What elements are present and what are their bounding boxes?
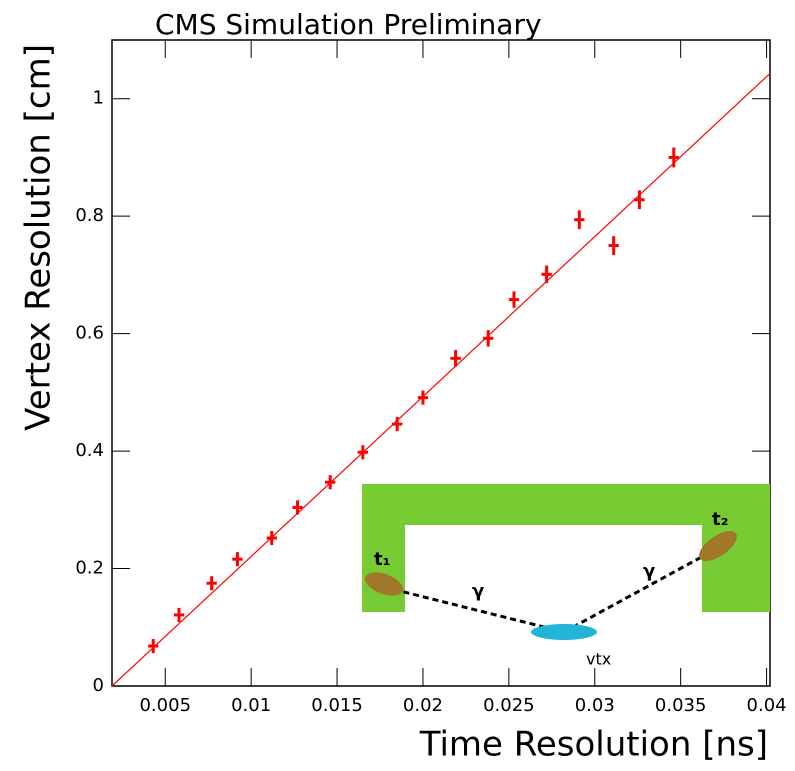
inset-diagram: t₁ γ γ t₂ vtx bbox=[362, 484, 770, 669]
x-tick-label: 0.02 bbox=[403, 695, 443, 716]
y-tick-label: 1 bbox=[93, 88, 104, 109]
inset-label: t₂ bbox=[712, 509, 729, 530]
x-tick-label: 0.025 bbox=[483, 695, 535, 716]
y-tick-label: 0.4 bbox=[75, 440, 104, 461]
hit bbox=[699, 530, 737, 562]
y-tick-label: 0.6 bbox=[75, 323, 104, 344]
inset-label: vtx bbox=[586, 650, 611, 669]
inset-label: γ bbox=[472, 581, 484, 602]
vertex bbox=[531, 624, 597, 640]
detector bbox=[362, 484, 770, 612]
inset-label: γ bbox=[643, 561, 655, 582]
x-tick-label: 0.04 bbox=[747, 695, 787, 716]
y-tick-label: 0 bbox=[93, 675, 104, 696]
hit bbox=[364, 572, 404, 596]
chart-title: CMS Simulation Preliminary bbox=[155, 8, 542, 41]
x-axis-label: Time Resolution [ns] bbox=[419, 725, 768, 765]
y-tick-label: 0.8 bbox=[75, 205, 104, 226]
x-tick-label: 0.005 bbox=[139, 695, 191, 716]
y-tick-label: 0.2 bbox=[75, 558, 104, 579]
x-tick-label: 0.035 bbox=[655, 695, 707, 716]
x-tick-label: 0.01 bbox=[231, 695, 271, 716]
photon-path bbox=[383, 585, 565, 634]
fit-line bbox=[111, 73, 771, 687]
inset-label: t₁ bbox=[374, 549, 391, 570]
plot-frame bbox=[111, 39, 771, 687]
x-tick-label: 0.03 bbox=[575, 695, 615, 716]
y-axis-label: Vertex Resolution [cm] bbox=[19, 44, 59, 431]
x-tick-label: 0.015 bbox=[311, 695, 363, 716]
